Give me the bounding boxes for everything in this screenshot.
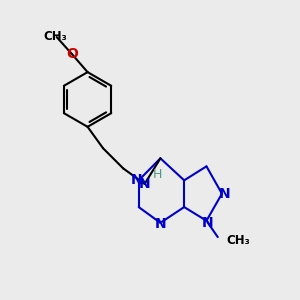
Text: CH₃: CH₃ xyxy=(226,234,250,247)
Text: H: H xyxy=(152,169,162,182)
Text: N: N xyxy=(139,177,151,191)
Text: N: N xyxy=(202,215,214,230)
Text: N: N xyxy=(130,173,142,187)
Text: N: N xyxy=(219,187,231,201)
Text: O: O xyxy=(66,47,78,61)
Text: N: N xyxy=(154,217,166,231)
Text: CH₃: CH₃ xyxy=(43,30,67,43)
